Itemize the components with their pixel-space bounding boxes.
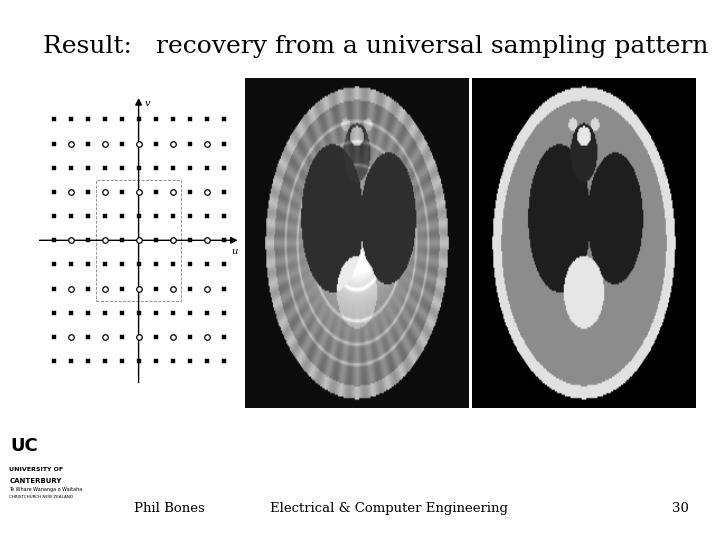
Text: CANTERBURY: CANTERBURY	[9, 478, 62, 484]
Bar	[96, 180, 181, 301]
Text: v: v	[144, 99, 150, 108]
Text: Result:   recovery from a universal sampling pattern: Result: recovery from a universal sampli…	[43, 35, 708, 58]
Text: Te Whare Wananga o Waitaha: Te Whare Wananga o Waitaha	[9, 487, 83, 492]
Text: 30: 30	[672, 502, 689, 515]
Text: Electrical & Computer Engineering: Electrical & Computer Engineering	[270, 502, 508, 515]
Text: UC: UC	[11, 437, 39, 455]
Text: u: u	[231, 247, 238, 256]
Text: Phil Bones: Phil Bones	[134, 502, 204, 515]
Text: CHRISTCHURCH NEW ZEALAND: CHRISTCHURCH NEW ZEALAND	[9, 495, 73, 499]
Text: UNIVERSITY OF: UNIVERSITY OF	[9, 467, 63, 472]
